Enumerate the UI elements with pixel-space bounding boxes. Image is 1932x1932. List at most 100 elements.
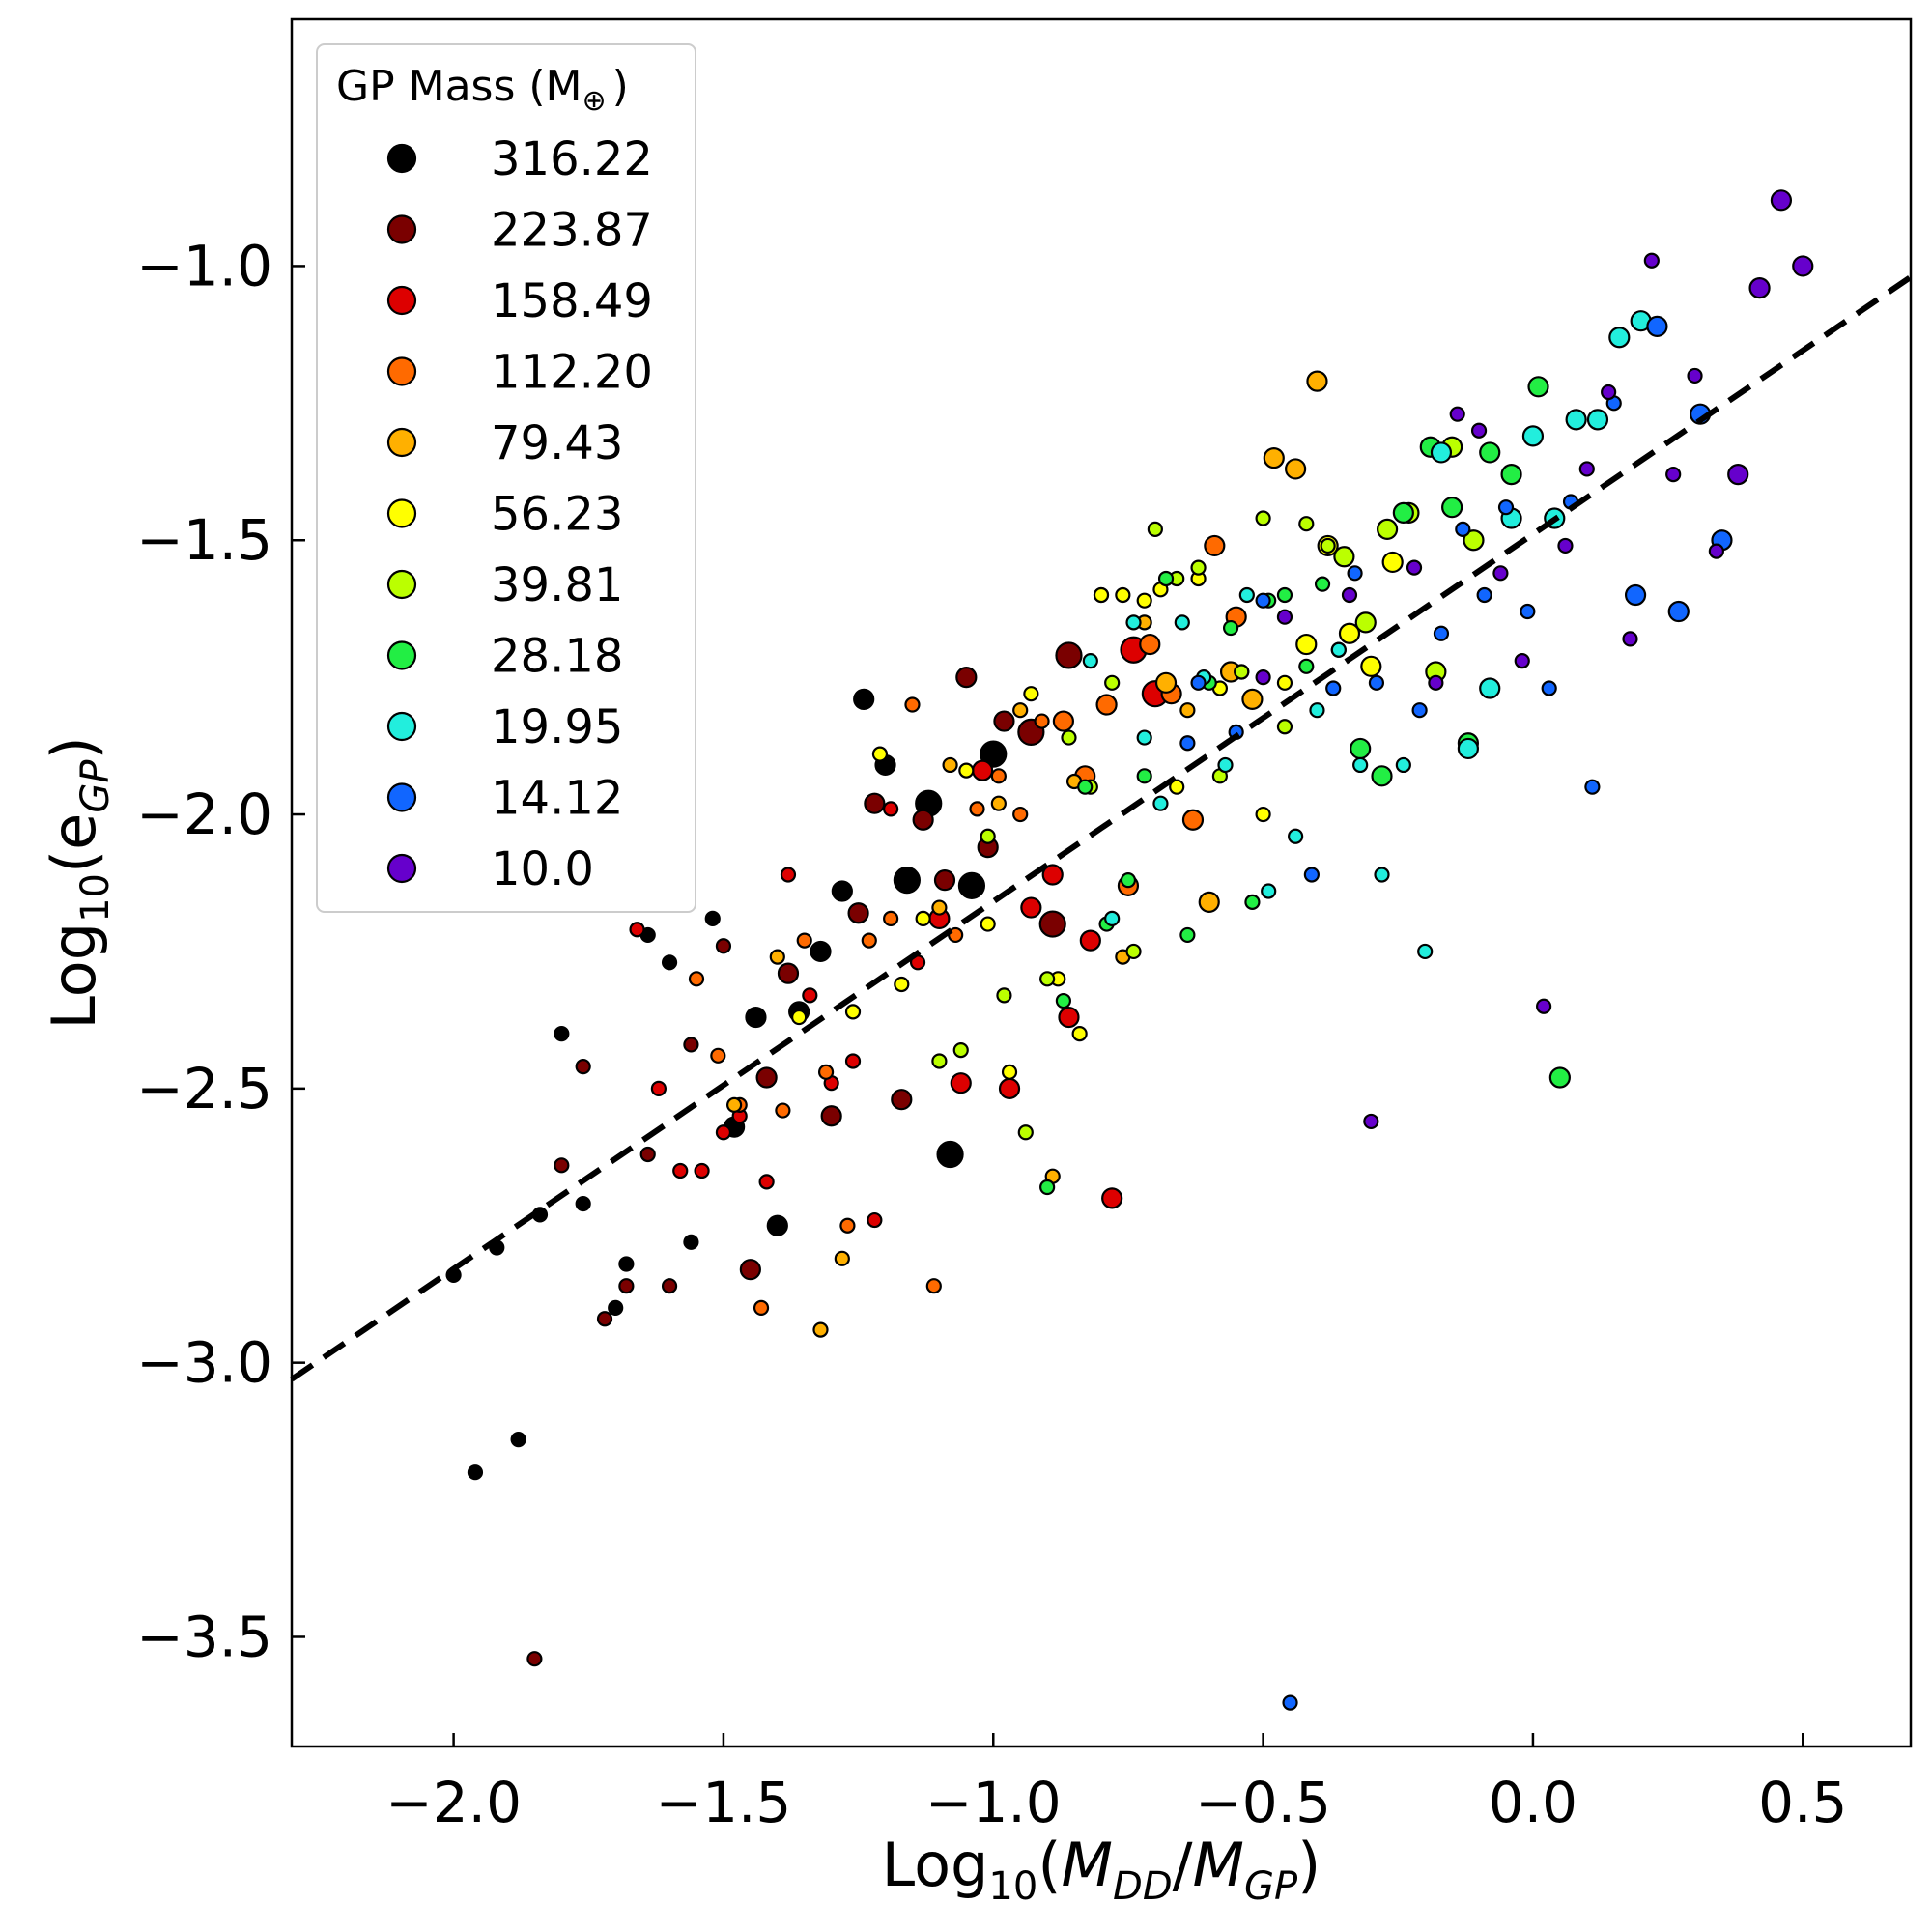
- data-point-0-6: [608, 1299, 624, 1317]
- data-point-1-9: [739, 1259, 761, 1281]
- data-point-5-15: [1169, 779, 1185, 795]
- data-point-9-8: [1368, 674, 1385, 691]
- data-point-5-24: [1360, 655, 1382, 677]
- data-point-1-1: [554, 1157, 570, 1174]
- legend-label-1: 223.87: [491, 204, 653, 258]
- data-point-3-13: [969, 801, 985, 817]
- data-point-7-17: [1371, 765, 1393, 787]
- data-point-1-23: [1055, 641, 1083, 669]
- data-point-3-19: [1095, 694, 1118, 716]
- data-point-4-14: [1179, 702, 1196, 719]
- data-point-0-5: [618, 1256, 635, 1272]
- data-point-7-1: [1055, 992, 1071, 1009]
- data-point-9-10: [1433, 625, 1450, 641]
- data-point-5-0: [791, 1009, 808, 1026]
- data-point-1-0: [526, 1651, 543, 1667]
- data-point-1-10: [755, 1066, 778, 1089]
- data-point-7-23: [1500, 464, 1522, 486]
- data-point-2-20: [1058, 1006, 1080, 1029]
- data-point-5-11: [1093, 586, 1110, 604]
- data-point-1-22: [1038, 910, 1066, 938]
- data-point-10-18: [1708, 543, 1724, 559]
- data-point-10-4: [1428, 674, 1444, 691]
- data-point-4-1: [769, 949, 785, 965]
- data-point-8-1: [1104, 910, 1121, 926]
- data-point-1-7: [683, 1037, 699, 1053]
- data-point-4-4: [931, 899, 948, 916]
- y-tick-label-5: −3.5: [136, 1604, 272, 1669]
- data-point-0-22: [957, 871, 986, 899]
- data-point-8-16: [1417, 943, 1434, 960]
- data-point-0-15: [810, 940, 832, 963]
- data-point-3-9: [883, 910, 899, 926]
- data-point-5-20: [1276, 674, 1293, 691]
- data-point-9-6: [1325, 680, 1342, 696]
- data-point-7-25: [1548, 1066, 1571, 1089]
- data-point-9-17: [1584, 779, 1601, 795]
- data-point-6-21: [1376, 518, 1399, 540]
- data-point-3-24: [1204, 534, 1226, 557]
- data-point-4-0: [726, 1096, 743, 1113]
- data-point-3-6: [817, 1064, 835, 1080]
- data-point-6-14: [1234, 664, 1250, 680]
- data-point-7-22: [1479, 441, 1501, 464]
- data-point-1-5: [639, 1146, 656, 1163]
- data-point-2-1: [650, 1080, 667, 1096]
- data-point-8-5: [1174, 614, 1190, 631]
- x-tick-label-2: −1.0: [925, 1770, 1062, 1835]
- data-point-6-20: [1354, 611, 1377, 634]
- data-point-10-11: [1557, 537, 1574, 554]
- data-point-8-23: [1565, 409, 1587, 431]
- data-point-6-1: [952, 1042, 969, 1059]
- data-point-0-4: [554, 1025, 570, 1042]
- data-point-6-12: [1190, 559, 1207, 576]
- data-point-0-19: [893, 867, 921, 895]
- legend-label-10: 10.0: [491, 842, 594, 896]
- data-point-10-6: [1449, 406, 1465, 422]
- data-point-5-8: [1023, 686, 1039, 702]
- data-point-3-5: [796, 932, 812, 949]
- data-point-8-11: [1309, 702, 1325, 719]
- data-point-7-2: [1077, 779, 1094, 795]
- data-point-6-2: [980, 828, 996, 844]
- data-point-10-8: [1492, 565, 1509, 582]
- legend-marker-10: [386, 853, 417, 884]
- data-point-9-13: [1497, 499, 1515, 516]
- data-point-2-6: [758, 1174, 775, 1190]
- data-point-9-15: [1541, 680, 1557, 696]
- legend-box: [316, 43, 696, 913]
- data-point-10-17: [1687, 367, 1703, 384]
- data-point-1-3: [596, 1311, 613, 1327]
- data-point-9-12: [1476, 586, 1492, 604]
- data-point-3-14: [990, 768, 1007, 784]
- data-point-6-4: [1017, 1124, 1034, 1141]
- data-point-0-24: [467, 1464, 484, 1481]
- data-point-9-14: [1520, 603, 1536, 620]
- data-point-5-1: [844, 1004, 862, 1020]
- data-point-2-10: [844, 1053, 862, 1069]
- data-point-5-21: [1295, 633, 1318, 656]
- data-point-7-6: [1157, 570, 1175, 587]
- data-point-9-3: [1255, 592, 1271, 609]
- data-point-3-1: [710, 1047, 726, 1064]
- data-point-0-25: [510, 1432, 526, 1448]
- data-point-9-9: [1411, 702, 1428, 719]
- legend-label-3: 112.20: [491, 346, 653, 400]
- legend-label-0: 316.22: [491, 132, 653, 186]
- data-point-6-18: [1320, 537, 1336, 554]
- legend-marker-4: [386, 427, 417, 458]
- data-point-10-14: [1622, 631, 1638, 647]
- data-point-8-13: [1352, 756, 1369, 774]
- data-point-6-0: [931, 1053, 948, 1069]
- data-point-1-18: [955, 667, 978, 689]
- data-point-10-2: [1341, 586, 1358, 604]
- legend-marker-7: [386, 640, 417, 670]
- data-point-1-20: [993, 710, 1015, 732]
- data-point-6-6: [1061, 729, 1077, 746]
- legend-label-7: 28.18: [491, 630, 623, 684]
- data-point-2-2: [672, 1162, 689, 1179]
- legend-marker-3: [386, 356, 417, 386]
- data-point-7-0: [1039, 1179, 1056, 1196]
- data-point-6-8: [1104, 674, 1121, 691]
- data-point-8-15: [1395, 756, 1411, 774]
